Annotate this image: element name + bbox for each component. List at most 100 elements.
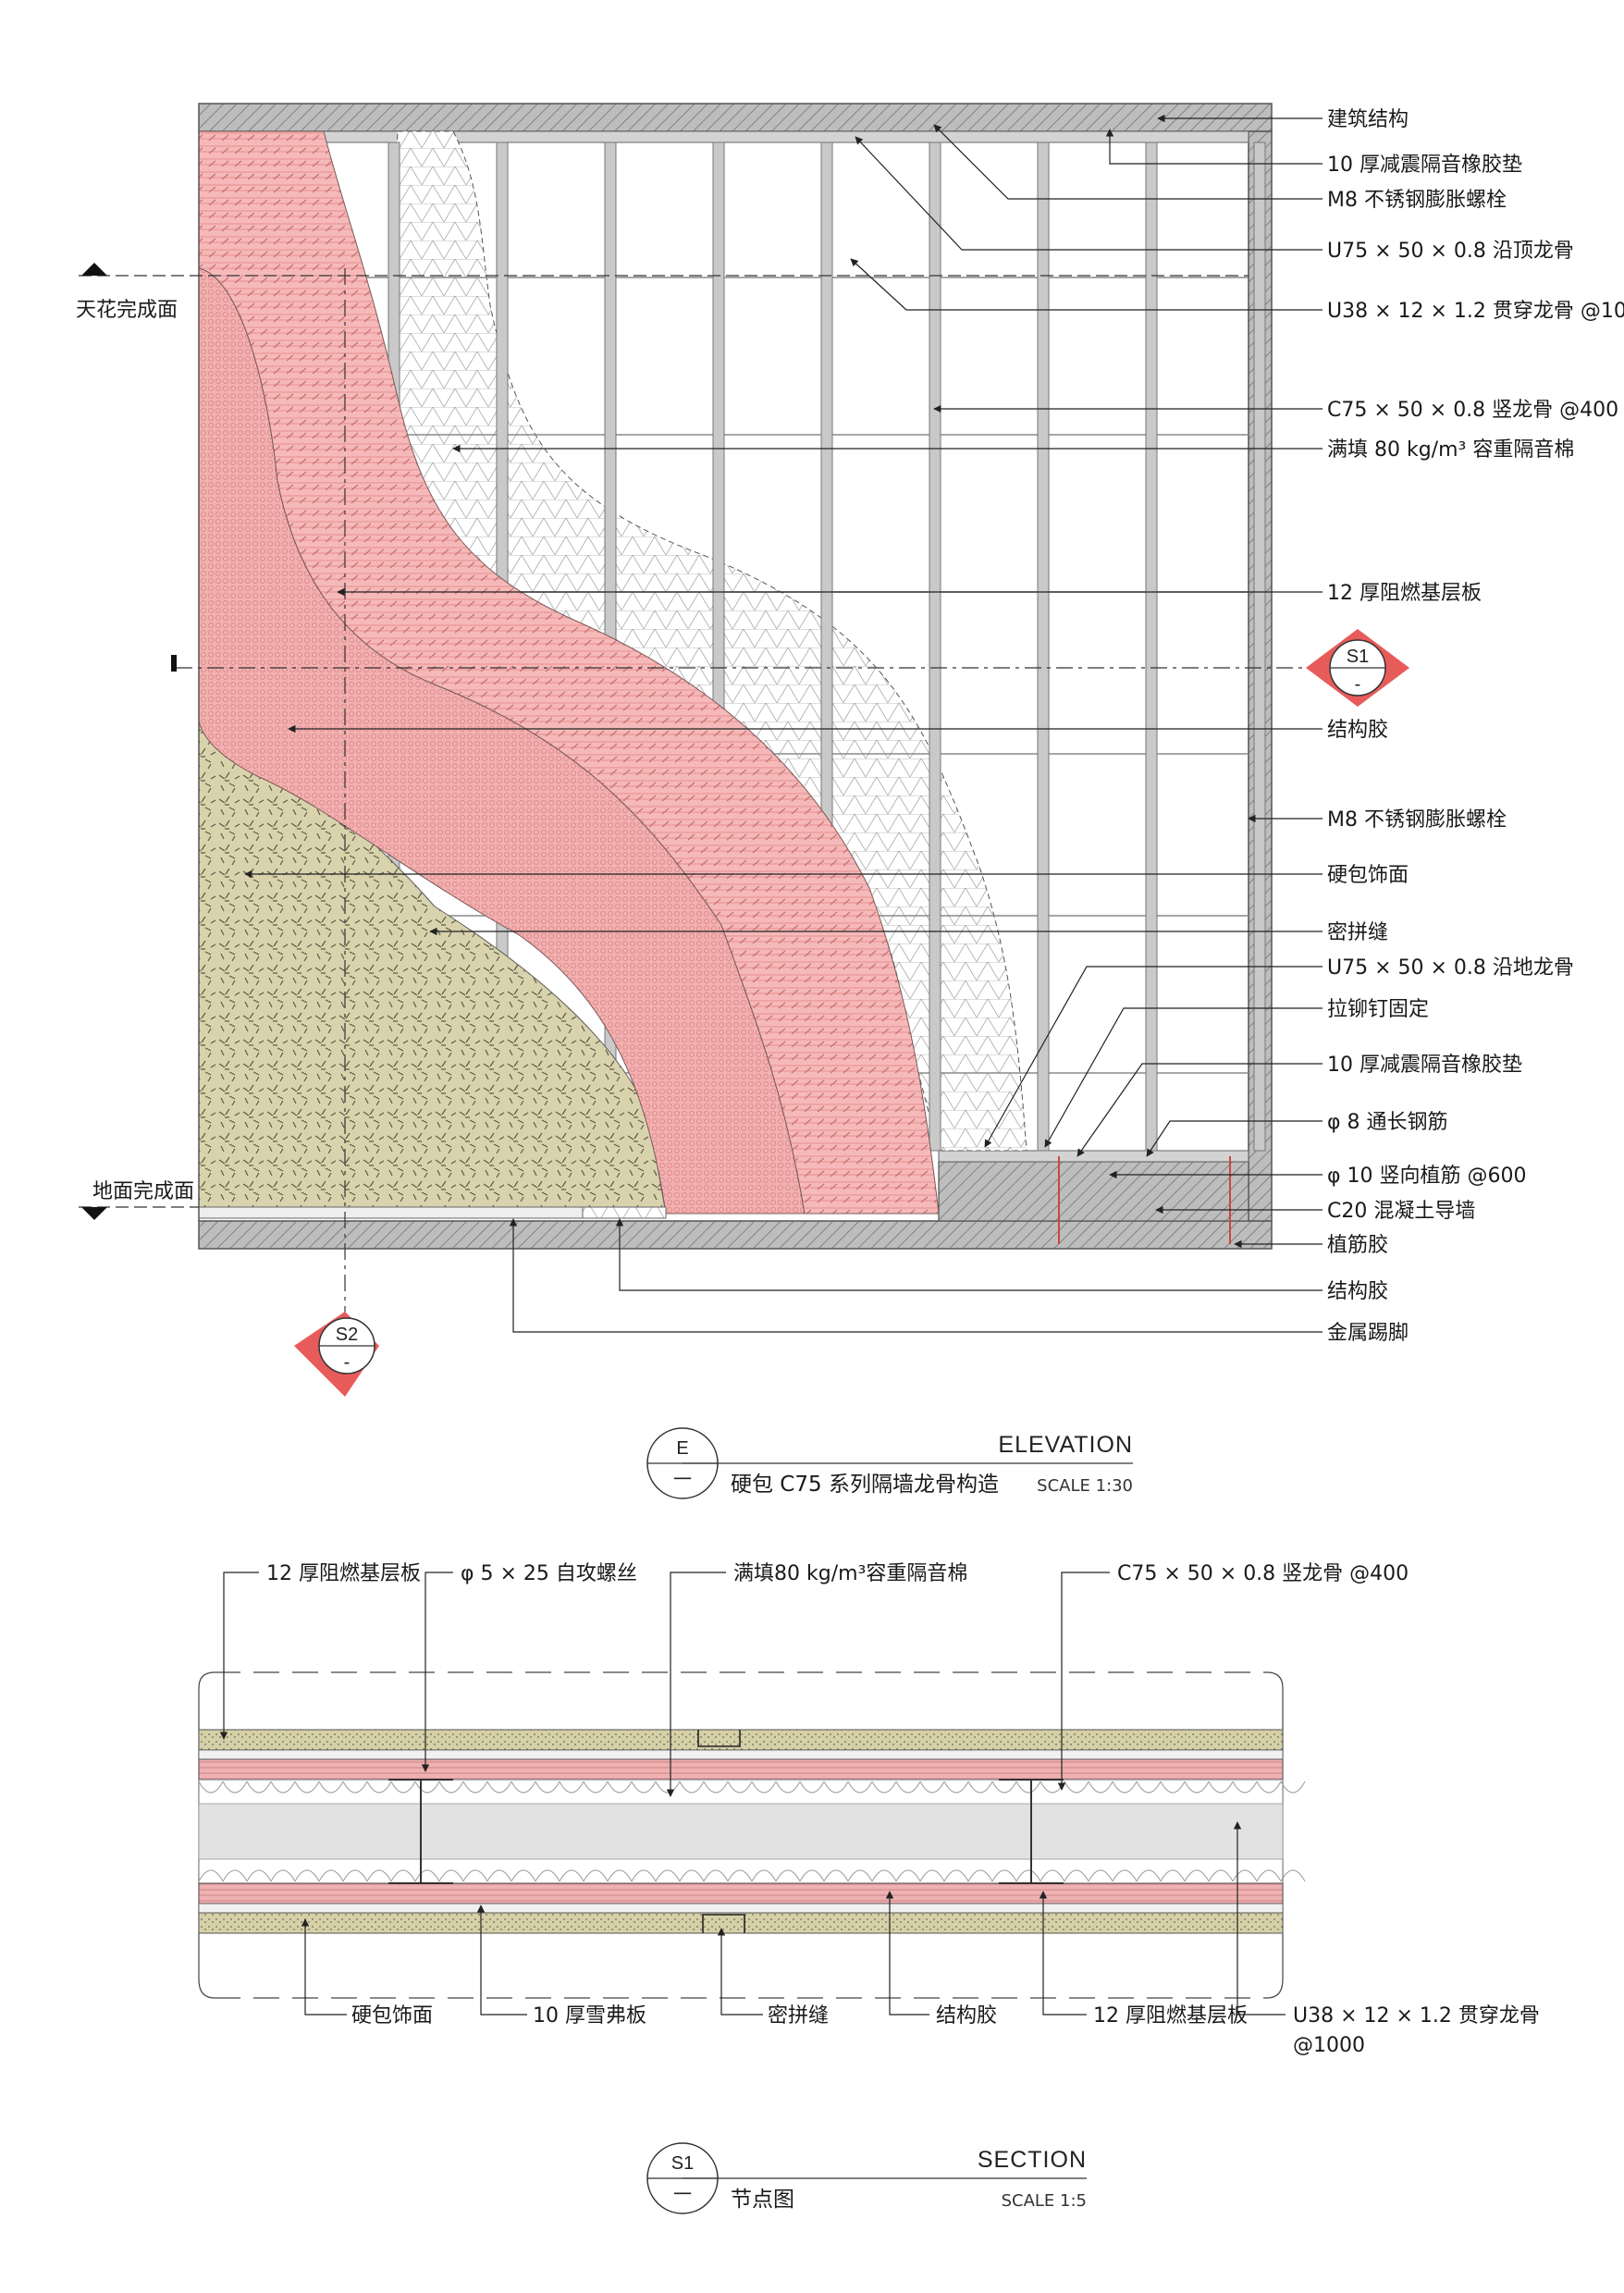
insulation-wave-top [631, 1781, 657, 1794]
section-s2-code: S2 [336, 1325, 358, 1345]
section-title-block: S1 一 SECTION 节点图 SCALE 1:5 [646, 2142, 1087, 2214]
insulation-wave-top [799, 1781, 825, 1794]
insulation-wave-top [294, 1781, 320, 1794]
insulation-wave-bottom [318, 1869, 344, 1882]
insulation-wave-bottom [871, 1869, 897, 1882]
insulation-wave-bottom [1232, 1869, 1258, 1882]
insulation-wave-top [511, 1781, 536, 1794]
insulation-wave-top [198, 1781, 224, 1794]
insulation-wave-top [1184, 1781, 1210, 1794]
insulation-wave-bottom [631, 1869, 657, 1882]
insulation-wave-bottom [1064, 1869, 1089, 1882]
insulation-wave-bottom [799, 1869, 825, 1882]
top-slab [198, 103, 1273, 132]
ceiling-level-marker [81, 263, 107, 276]
insulation-wave-bottom [1160, 1869, 1186, 1882]
insulation-wave-bottom [366, 1869, 392, 1882]
stud-9 [1253, 142, 1266, 1152]
insulation-wave-top [535, 1781, 560, 1794]
section-s2-sub: - [344, 1352, 351, 1373]
insulation-wave-top [1232, 1781, 1258, 1794]
top-finish-layer [198, 1729, 1284, 1751]
insulation-wave-top [583, 1781, 609, 1794]
callout-tight-joint: 密拼缝 [1327, 921, 1388, 944]
callout-rubber-pad-bottom: 10 厚减震隔音橡胶垫 [1327, 1054, 1522, 1077]
insulation-wave-bottom [1280, 1869, 1306, 1882]
callout-rebar-8: φ 8 通长钢筋 [1327, 1111, 1448, 1134]
elevation-title-bubble-sub: 一 [673, 1470, 692, 1490]
section-title-cn: 节点图 [731, 2188, 794, 2212]
insulation-wave-bottom [847, 1869, 873, 1882]
floor-level-label: 地面完成面 [92, 1180, 194, 1203]
insulation-wave-bottom [246, 1869, 272, 1882]
callout-structure: 建筑结构 [1327, 108, 1409, 131]
insulation-wave-bottom [390, 1869, 416, 1882]
elevation-title-cn: 硬包 C75 系列隔墙龙骨构造 [731, 1473, 999, 1497]
insulation-wave-top [703, 1781, 729, 1794]
insulation-wave-bottom [270, 1869, 296, 1882]
insulation-wave-top [775, 1781, 801, 1794]
section-marker-s2[interactable]: S2 - [294, 1312, 379, 1397]
insulation-wave-top [1112, 1781, 1138, 1794]
through-channel-section [198, 1803, 1284, 1860]
insulation-wave-top [607, 1781, 633, 1794]
insulation-wave-bottom [342, 1869, 368, 1882]
insulation-wave-top [727, 1781, 753, 1794]
sec-callout-glue: 结构胶 [936, 2004, 997, 2028]
top-joint [697, 1730, 741, 1747]
concrete-guide-wall [938, 1161, 1249, 1222]
callout-metal-skirting: 金属踢脚 [1327, 1322, 1409, 1345]
elevation-scale: SCALE 1:30 [1037, 1476, 1133, 1496]
sec-callout-channel-spacing: @1000 [1293, 2034, 1365, 2057]
callout-rebar-glue: 植筋胶 [1327, 1234, 1388, 1257]
insulation-wave-bottom [462, 1869, 488, 1882]
insulation-wave-bottom [583, 1869, 609, 1882]
insulation-wave-top [246, 1781, 272, 1794]
skirting-joint [582, 1206, 667, 1219]
insulation-wave-top [342, 1781, 368, 1794]
insulation-wave-top [1160, 1781, 1186, 1794]
section-title-en: SECTION [978, 2147, 1087, 2173]
sec-callout-base-board-top: 12 厚阻燃基层板 [266, 1562, 421, 1585]
insulation-wave-bottom [438, 1869, 464, 1882]
insulation-wave-bottom [294, 1869, 320, 1882]
callout-structural-glue-2: 结构胶 [1327, 1280, 1388, 1303]
sec-callout-base-board-bottom: 12 厚阻燃基层板 [1093, 2004, 1248, 2028]
insulation-wave-top [1136, 1781, 1162, 1794]
stud-7 [1037, 142, 1050, 1152]
insulation-wave-top [270, 1781, 296, 1794]
elevation-title-en: ELEVATION [998, 1432, 1133, 1458]
section-callouts-top: 12 厚阻燃基层板 φ 5 × 25 自攻螺丝 满填80 kg/m³容重隔音棉 … [219, 1562, 1409, 1797]
sec-callout-screw: φ 5 × 25 自攻螺丝 [461, 1562, 637, 1585]
sec-callout-channel: U38 × 12 × 1.2 贯穿龙骨 [1293, 2004, 1540, 2028]
callout-vertical-stud: C75 × 50 × 0.8 竖龙骨 @400 [1327, 399, 1618, 422]
callout-base-board: 12 厚阻燃基层板 [1327, 582, 1482, 605]
insulation-wave-top [967, 1781, 993, 1794]
insulation-wave-bottom [895, 1869, 921, 1882]
section-title-bubble-sub: 一 [673, 2185, 692, 2205]
insulation-wave-bottom [727, 1869, 753, 1882]
insulation-wave-bottom [1088, 1869, 1113, 1882]
insulation-wave-bottom [1112, 1869, 1138, 1882]
insulation-wave-bottom [919, 1869, 945, 1882]
insulation-wave-bottom [1184, 1869, 1210, 1882]
insulation-wave-bottom [198, 1869, 224, 1882]
insulation-wave-bottom [535, 1869, 560, 1882]
callout-expansion-bolt-top: M8 不锈钢膨胀螺栓 [1327, 189, 1507, 212]
insulation-wave-bottom [679, 1869, 705, 1882]
insulation-wave-top [318, 1781, 344, 1794]
callout-through-channel: U38 × 12 × 1.2 贯穿龙骨 @1000 [1327, 300, 1624, 323]
insulation-wave-top [414, 1781, 440, 1794]
section-drawing: 12 厚阻燃基层板 φ 5 × 25 自攻螺丝 满填80 kg/m³容重隔音棉 … [198, 1562, 1540, 2214]
sec-callout-tight-joint: 密拼缝 [768, 2004, 829, 2028]
sec-callout-stud: C75 × 50 × 0.8 竖龙骨 @400 [1117, 1562, 1409, 1585]
insulation-wave-top [1208, 1781, 1234, 1794]
sec-callout-pvc: 10 厚雪弗板 [533, 2004, 646, 2028]
insulation-waves [198, 1781, 1306, 1882]
callout-concrete-guide: C20 混凝土导墙 [1327, 1200, 1475, 1223]
insulation-wave-bottom [559, 1869, 584, 1882]
callout-finish: 硬包饰面 [1327, 864, 1409, 887]
insulation-wave-top [847, 1781, 873, 1794]
section-marker-s1[interactable]: S1 - [1306, 629, 1409, 707]
